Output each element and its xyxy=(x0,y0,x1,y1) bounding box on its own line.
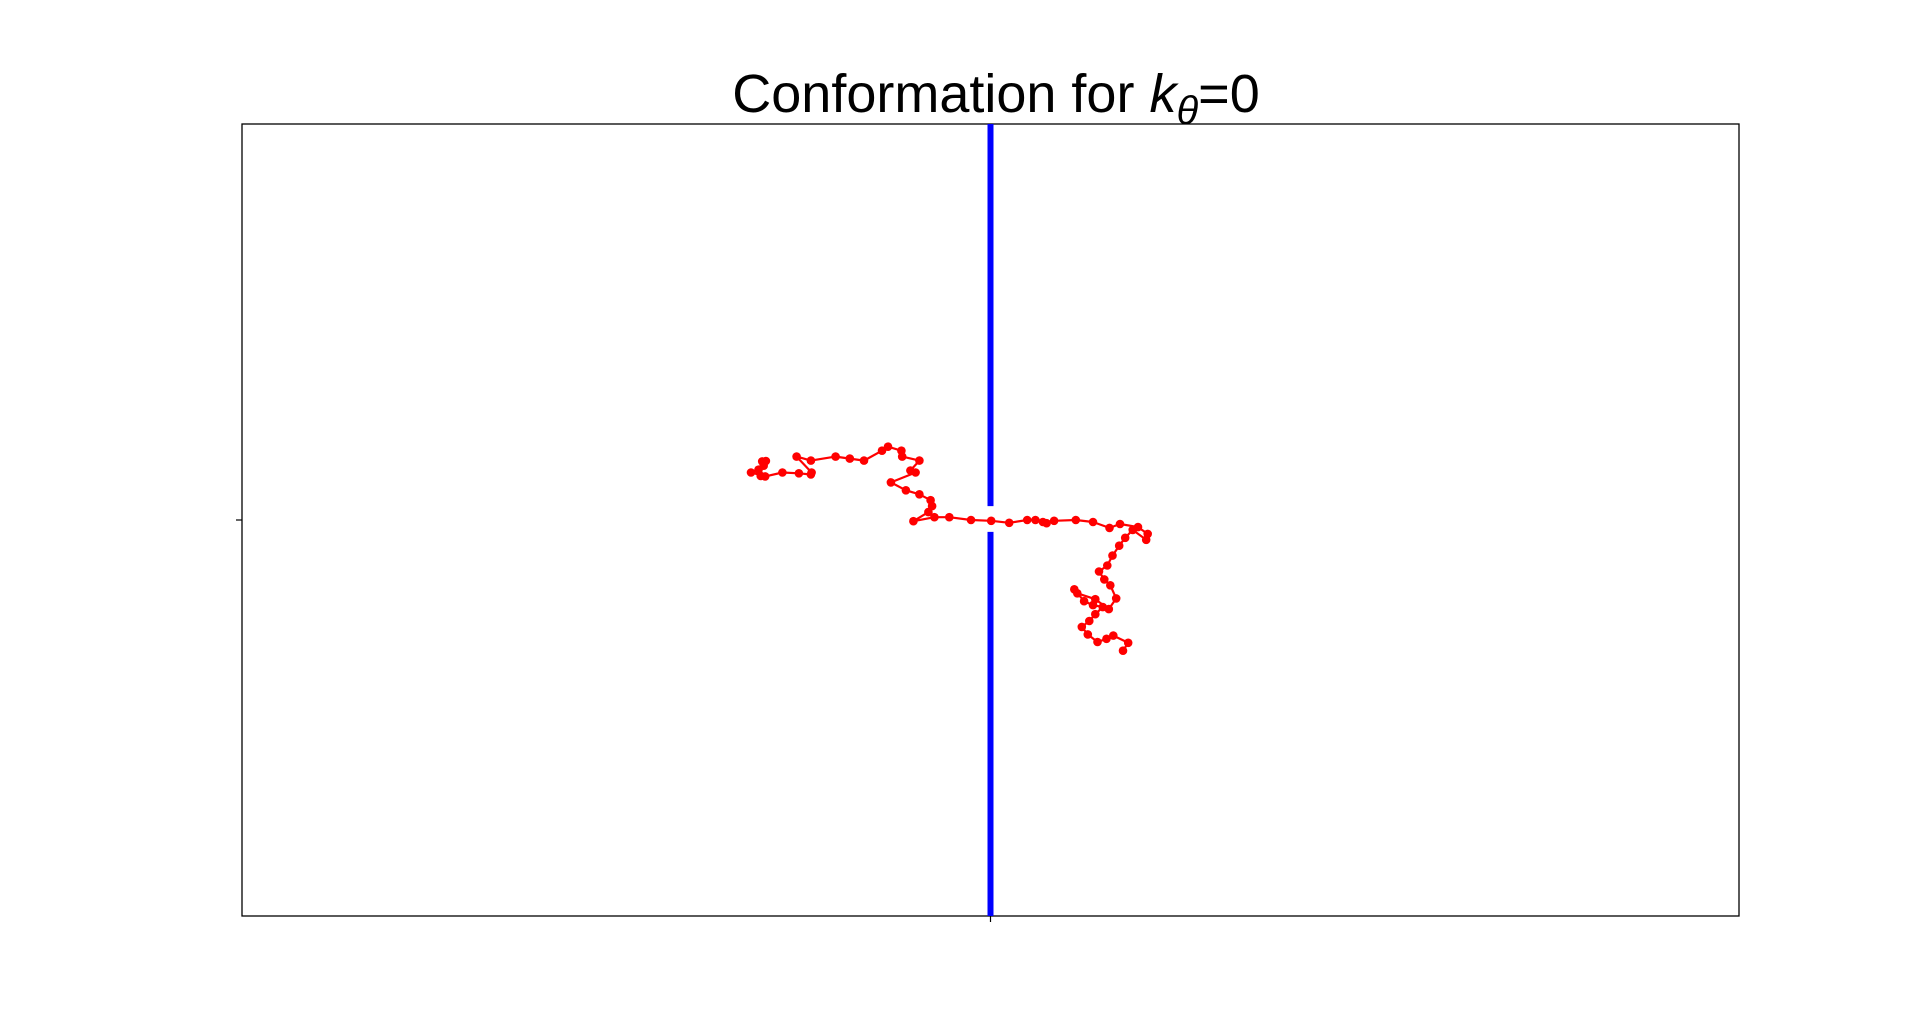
title-suffix: =0 xyxy=(1198,64,1260,124)
chain-monomer-point xyxy=(930,512,939,522)
chain-monomer-point xyxy=(1109,631,1118,640)
chart-title: Conformation for kθ=0 xyxy=(732,64,1259,133)
chain-monomer-point xyxy=(1091,609,1100,619)
chain-monomer-point xyxy=(1079,596,1089,606)
chain-monomer-point xyxy=(746,468,756,477)
chain-monomer-point xyxy=(906,466,915,475)
chain-monomer-point xyxy=(756,471,765,481)
chain-monomer-point xyxy=(1105,523,1114,533)
chain-monomer-point xyxy=(1077,622,1087,632)
chain-monomer-point xyxy=(1031,515,1040,525)
chain-monomer-point xyxy=(1004,518,1014,528)
chain-monomer-point xyxy=(845,454,855,463)
chain-monomer-point xyxy=(1104,604,1114,614)
chain-monomer-point xyxy=(1071,515,1081,525)
chain-monomer-point xyxy=(1088,517,1098,527)
chain-monomer-point xyxy=(1100,575,1109,584)
chain-monomer-point xyxy=(901,486,911,495)
chain-monomer-point xyxy=(859,456,869,465)
chain-monomer-point xyxy=(1083,630,1093,639)
chain-monomer-point xyxy=(1049,516,1059,526)
chain-monomer-point xyxy=(1114,541,1124,550)
chain-monomer-point xyxy=(1108,551,1117,560)
chain-monomer-point xyxy=(886,478,896,487)
chain-monomer-point xyxy=(1106,581,1115,590)
chain-monomer-point xyxy=(986,516,996,526)
chain-monomer-point xyxy=(1123,638,1133,648)
chain-monomer-point xyxy=(806,470,816,479)
title-symbol: k xyxy=(1149,64,1179,124)
chain-monomer-point xyxy=(877,446,887,456)
chain-monomer-point xyxy=(1120,533,1130,543)
chain-monomer-point xyxy=(831,452,840,461)
chain-monomer-point xyxy=(1143,529,1152,539)
title-subscript: θ xyxy=(1176,89,1198,133)
chain-monomer-point xyxy=(1085,616,1094,626)
chain-monomer-point xyxy=(806,456,816,465)
chain-monomer-point xyxy=(1022,515,1032,525)
title-prefix: Conformation for xyxy=(732,64,1149,124)
chain-monomer-point xyxy=(1111,594,1121,603)
chain-monomer-point xyxy=(909,516,918,526)
chain-monomer-point xyxy=(761,456,771,466)
chain-monomer-point xyxy=(1133,522,1143,532)
chain-monomer-point xyxy=(1091,594,1100,604)
chain-monomer-point xyxy=(1038,517,1048,527)
polymer-chain xyxy=(746,442,1152,655)
chain-monomer-point xyxy=(1093,637,1102,647)
chain-monomer-point xyxy=(1103,561,1112,570)
chain-monomer-point xyxy=(897,446,906,456)
chain-monomer-point xyxy=(1118,646,1128,655)
chain-monomer-point xyxy=(794,469,804,478)
chain-monomer-point xyxy=(915,456,924,465)
chain-monomer-point xyxy=(1073,589,1082,598)
axis-ticks xyxy=(236,519,992,922)
chain-monomer-point xyxy=(945,512,954,522)
chain-monomer-point xyxy=(926,495,935,505)
chain-monomer-point xyxy=(1102,634,1111,644)
chain-monomer-point xyxy=(1115,519,1125,529)
chain-monomer-point xyxy=(792,452,801,461)
chain-monomer-point xyxy=(1094,567,1104,576)
chain-monomer-point xyxy=(778,468,787,477)
chain-monomer-point xyxy=(915,490,924,499)
chain-monomer-point xyxy=(966,515,976,525)
